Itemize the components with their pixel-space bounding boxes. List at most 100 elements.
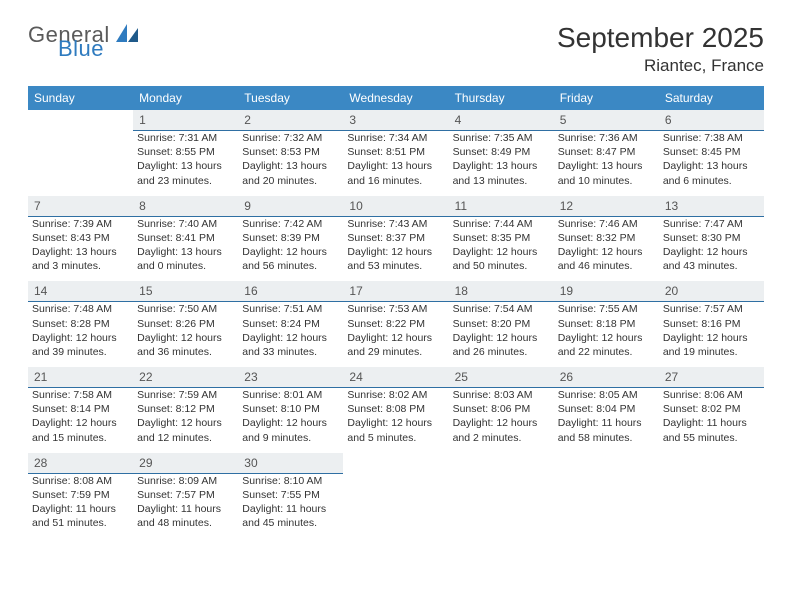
day-number: 23 <box>238 367 343 388</box>
sunrise-text: Sunrise: 7:32 AM <box>242 131 339 145</box>
sunset-text: Sunset: 8:12 PM <box>137 402 234 416</box>
day-cell <box>449 473 554 538</box>
day-cell: Sunrise: 8:06 AMSunset: 8:02 PMDaylight:… <box>659 388 764 453</box>
day-cell: Sunrise: 8:09 AMSunset: 7:57 PMDaylight:… <box>133 473 238 538</box>
day-cell: Sunrise: 7:34 AMSunset: 8:51 PMDaylight:… <box>343 131 448 196</box>
daylight-text: Daylight: 11 hours and 45 minutes. <box>242 502 339 530</box>
day-number: 18 <box>449 281 554 302</box>
sunrise-text: Sunrise: 7:58 AM <box>32 388 129 402</box>
daylight-text: Daylight: 13 hours and 0 minutes. <box>137 245 234 273</box>
day-number <box>449 453 554 474</box>
sunset-text: Sunset: 8:32 PM <box>558 231 655 245</box>
day-number: 10 <box>343 196 448 217</box>
sunrise-text: Sunrise: 8:06 AM <box>663 388 760 402</box>
sunset-text: Sunset: 8:14 PM <box>32 402 129 416</box>
day-number: 29 <box>133 453 238 474</box>
daylight-text: Daylight: 12 hours and 39 minutes. <box>32 331 129 359</box>
daylight-text: Daylight: 13 hours and 13 minutes. <box>453 159 550 187</box>
day-number: 6 <box>659 110 764 131</box>
daylight-text: Daylight: 12 hours and 22 minutes. <box>558 331 655 359</box>
day-number <box>28 110 133 131</box>
content-row: Sunrise: 8:08 AMSunset: 7:59 PMDaylight:… <box>28 473 764 538</box>
day-number: 17 <box>343 281 448 302</box>
day-cell: Sunrise: 7:54 AMSunset: 8:20 PMDaylight:… <box>449 302 554 367</box>
sunrise-text: Sunrise: 8:10 AM <box>242 474 339 488</box>
sunset-text: Sunset: 8:43 PM <box>32 231 129 245</box>
day-number: 28 <box>28 453 133 474</box>
sunset-text: Sunset: 8:02 PM <box>663 402 760 416</box>
day-number: 4 <box>449 110 554 131</box>
sunset-text: Sunset: 8:06 PM <box>453 402 550 416</box>
sunset-text: Sunset: 8:49 PM <box>453 145 550 159</box>
daynum-row: 21222324252627 <box>28 367 764 388</box>
sunset-text: Sunset: 8:08 PM <box>347 402 444 416</box>
sunrise-text: Sunrise: 7:39 AM <box>32 217 129 231</box>
month-title: September 2025 <box>557 22 764 54</box>
daylight-text: Daylight: 13 hours and 20 minutes. <box>242 159 339 187</box>
day-header: Friday <box>554 86 659 110</box>
day-cell: Sunrise: 7:40 AMSunset: 8:41 PMDaylight:… <box>133 216 238 281</box>
brand-logo: General Blue <box>28 22 138 59</box>
sunset-text: Sunset: 8:53 PM <box>242 145 339 159</box>
sunset-text: Sunset: 8:04 PM <box>558 402 655 416</box>
sunset-text: Sunset: 8:55 PM <box>137 145 234 159</box>
daynum-row: 123456 <box>28 110 764 131</box>
daylight-text: Daylight: 12 hours and 2 minutes. <box>453 416 550 444</box>
sunrise-text: Sunrise: 7:48 AM <box>32 302 129 316</box>
day-header: Wednesday <box>343 86 448 110</box>
day-cell: Sunrise: 7:50 AMSunset: 8:26 PMDaylight:… <box>133 302 238 367</box>
day-cell: Sunrise: 7:51 AMSunset: 8:24 PMDaylight:… <box>238 302 343 367</box>
day-number: 26 <box>554 367 659 388</box>
daylight-text: Daylight: 12 hours and 9 minutes. <box>242 416 339 444</box>
sunset-text: Sunset: 7:55 PM <box>242 488 339 502</box>
daynum-row: 282930 <box>28 453 764 474</box>
day-number: 9 <box>238 196 343 217</box>
sunrise-text: Sunrise: 8:05 AM <box>558 388 655 402</box>
sunrise-text: Sunrise: 8:03 AM <box>453 388 550 402</box>
daylight-text: Daylight: 11 hours and 51 minutes. <box>32 502 129 530</box>
daylight-text: Daylight: 11 hours and 55 minutes. <box>663 416 760 444</box>
day-number: 3 <box>343 110 448 131</box>
day-cell: Sunrise: 7:35 AMSunset: 8:49 PMDaylight:… <box>449 131 554 196</box>
day-cell: Sunrise: 8:02 AMSunset: 8:08 PMDaylight:… <box>343 388 448 453</box>
day-header-row: SundayMondayTuesdayWednesdayThursdayFrid… <box>28 86 764 110</box>
day-cell: Sunrise: 7:48 AMSunset: 8:28 PMDaylight:… <box>28 302 133 367</box>
daylight-text: Daylight: 12 hours and 5 minutes. <box>347 416 444 444</box>
day-header: Monday <box>133 86 238 110</box>
day-number: 25 <box>449 367 554 388</box>
sunset-text: Sunset: 8:18 PM <box>558 317 655 331</box>
day-cell: Sunrise: 7:59 AMSunset: 8:12 PMDaylight:… <box>133 388 238 453</box>
day-header: Thursday <box>449 86 554 110</box>
daylight-text: Daylight: 13 hours and 16 minutes. <box>347 159 444 187</box>
day-number: 22 <box>133 367 238 388</box>
sunrise-text: Sunrise: 7:44 AM <box>453 217 550 231</box>
sunrise-text: Sunrise: 7:43 AM <box>347 217 444 231</box>
daynum-row: 78910111213 <box>28 196 764 217</box>
daylight-text: Daylight: 12 hours and 26 minutes. <box>453 331 550 359</box>
day-number: 24 <box>343 367 448 388</box>
content-row: Sunrise: 7:39 AMSunset: 8:43 PM Daylight:… <box>28 216 764 281</box>
day-number <box>554 453 659 474</box>
sunrise-text: Sunrise: 7:53 AM <box>347 302 444 316</box>
sunset-text: Sunset: 7:59 PM <box>32 488 129 502</box>
daylight-text: Daylight: 12 hours and 46 minutes. <box>558 245 655 273</box>
day-number: 2 <box>238 110 343 131</box>
day-cell: Sunrise: 7:32 AMSunset: 8:53 PMDaylight:… <box>238 131 343 196</box>
sunset-text: Sunset: 8:51 PM <box>347 145 444 159</box>
day-number: 15 <box>133 281 238 302</box>
day-number: 14 <box>28 281 133 302</box>
sunrise-text: Sunrise: 7:34 AM <box>347 131 444 145</box>
day-header: Tuesday <box>238 86 343 110</box>
day-number: 21 <box>28 367 133 388</box>
day-cell: Sunrise: 8:01 AMSunset: 8:10 PMDaylight:… <box>238 388 343 453</box>
header: General Blue September 2025 Riantec, Fra… <box>28 22 764 76</box>
daylight-text: Daylight: 12 hours and 29 minutes. <box>347 331 444 359</box>
sunrise-text: Sunrise: 7:47 AM <box>663 217 760 231</box>
sunrise-text: Sunrise: 7:38 AM <box>663 131 760 145</box>
sunrise-text: Sunrise: 8:09 AM <box>137 474 234 488</box>
day-cell <box>554 473 659 538</box>
daylight-text: Daylight: 12 hours and 33 minutes. <box>242 331 339 359</box>
sunset-text: Sunset: 8:10 PM <box>242 402 339 416</box>
daynum-row: 14151617181920 <box>28 281 764 302</box>
day-cell: Sunrise: 7:39 AMSunset: 8:43 PMDaylight:… <box>28 216 133 281</box>
